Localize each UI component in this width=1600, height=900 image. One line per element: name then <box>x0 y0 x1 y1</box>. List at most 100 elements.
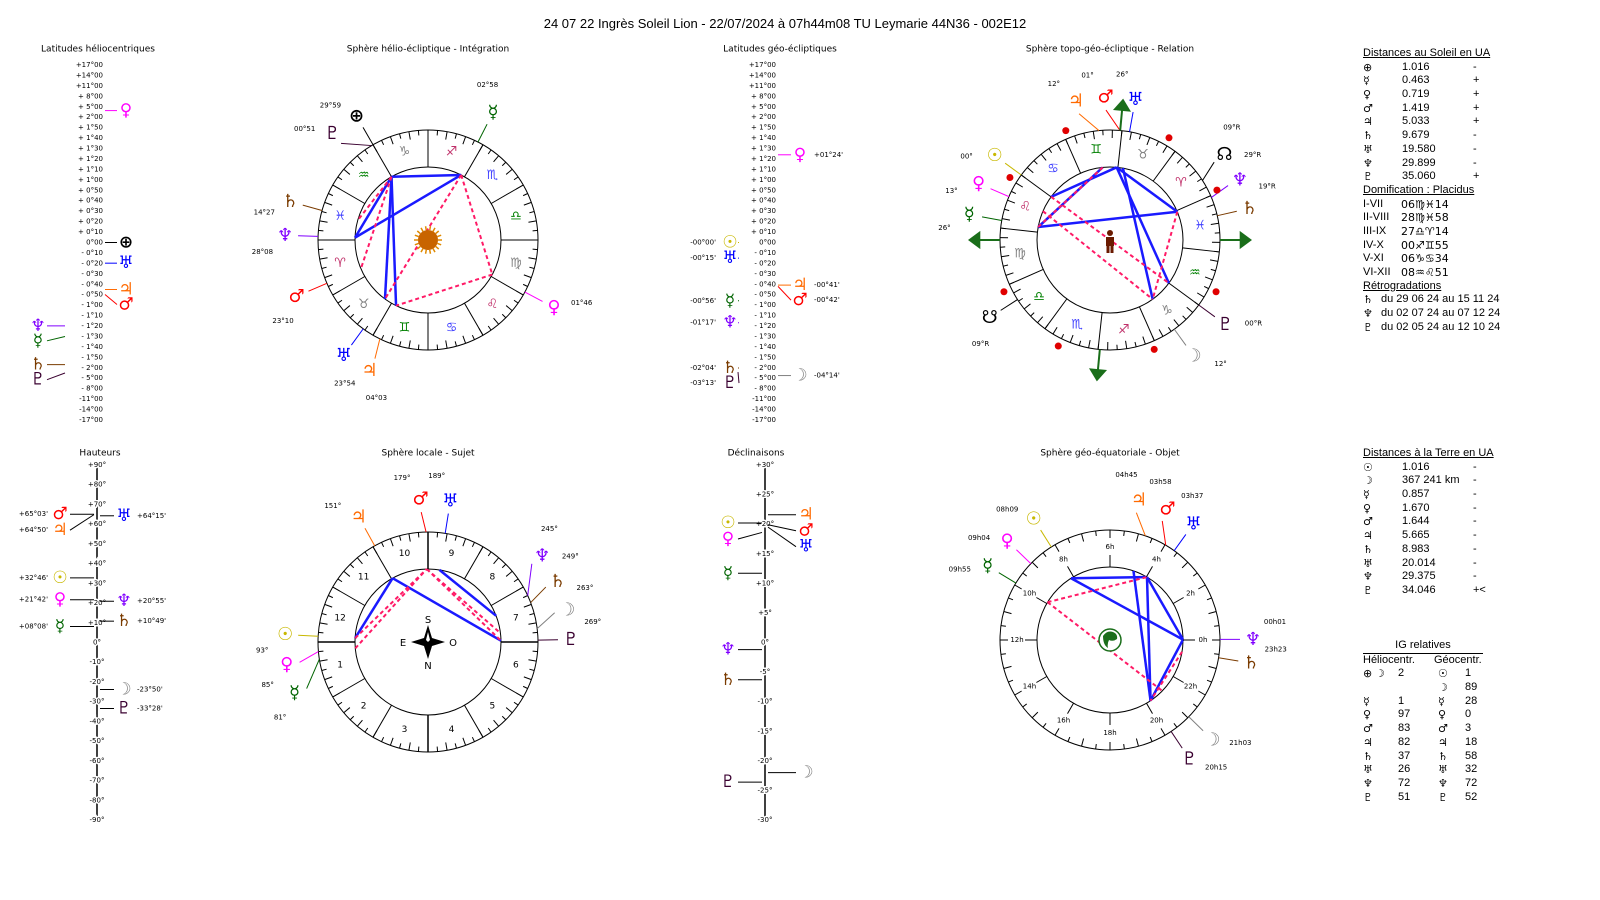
connector-line <box>1004 162 1022 176</box>
zodiac-sign-icon: ♍ <box>510 256 522 271</box>
trend-sign: - <box>1473 460 1477 473</box>
connector-line <box>1214 625 1220 627</box>
planet-value-label: -00°56' <box>690 297 716 305</box>
scale-tick-label: - 1°30 <box>754 332 776 340</box>
connector-line <box>372 704 392 738</box>
distance-row: ♄ 9.679 - <box>1363 129 1523 143</box>
connector-line <box>1197 178 1202 183</box>
connector-line <box>454 535 457 541</box>
jupiter-glyph-icon: ♃ <box>118 279 133 299</box>
connector-line <box>408 533 411 542</box>
connector-line <box>321 211 327 214</box>
planet-position-label: 93° <box>256 647 268 655</box>
planet-value-label: -00°15' <box>690 254 716 262</box>
connector-line <box>462 136 467 145</box>
scale-tick-label: 0° <box>93 639 101 647</box>
scale-tick-label: - 0°20 <box>81 259 103 267</box>
helio-ig-value: 2 <box>1398 667 1405 680</box>
scale-tick-label: + 1°00 <box>751 176 776 184</box>
scale-tick-label: + 2°00 <box>751 113 776 121</box>
connector-line <box>1209 259 1218 262</box>
zodiac-sign-icon: ♊ <box>1090 143 1102 158</box>
trend-sign: - <box>1473 529 1477 542</box>
saturn-glyph-icon: ♄ <box>282 191 298 212</box>
pluto-glyph-icon: ♇ <box>1217 314 1233 335</box>
hour-label: 20h <box>1150 717 1163 725</box>
connector-line <box>432 227 436 232</box>
trend-sign: - <box>1473 129 1477 142</box>
scale-tick-label: + 0°20 <box>78 218 103 226</box>
distance-value: 29.375 <box>1402 570 1436 583</box>
moon-glyph-icon: ☽ <box>798 763 813 783</box>
connector-line <box>389 136 394 145</box>
connector-line <box>328 595 334 599</box>
house-cusp-row: I-VII 06♍♓14 <box>1363 198 1523 212</box>
geo-ig-value: 58 <box>1465 749 1478 762</box>
planet-position-label: 151° <box>324 502 341 510</box>
jupiter-glyph-icon: ♃ <box>1363 115 1373 129</box>
mars-glyph-icon: ♂ <box>1098 87 1114 108</box>
connector-line <box>998 572 1017 584</box>
house-number-label: 10 <box>399 549 411 559</box>
connector-line <box>513 299 519 304</box>
planet-position-label: 09h55 <box>949 565 971 573</box>
connector-line <box>523 274 532 279</box>
house-number-label: 8 <box>489 573 495 583</box>
connector-line <box>1067 702 1074 714</box>
mars-glyph-icon: ♂ <box>792 290 807 310</box>
connector-line <box>343 570 351 577</box>
harmonious-aspect-line <box>353 176 393 239</box>
sun-glyph-icon: ☉ <box>1438 667 1448 681</box>
connector-line <box>1074 135 1078 144</box>
connector-line <box>737 531 763 540</box>
saturn-glyph-icon: ♄ <box>1241 198 1257 219</box>
connector-line <box>1210 222 1219 225</box>
mercury-glyph-icon: ☿ <box>289 683 300 704</box>
pluto-glyph-icon: ♇ <box>563 629 579 650</box>
connector-line <box>524 291 543 302</box>
distance-row: ♅ 20.014 - <box>1363 557 1523 571</box>
connector-line <box>1206 597 1212 601</box>
distance-row: ♆ 29.375 - <box>1363 570 1523 584</box>
hour-label: 14h <box>1023 683 1036 691</box>
venus-glyph-icon: ♀ <box>120 101 132 121</box>
connector-line <box>381 542 385 548</box>
mars-glyph-icon: ♂ <box>118 294 133 314</box>
connector-line <box>1005 272 1014 276</box>
connector-line <box>416 230 421 235</box>
pluto-glyph-icon: ♇ <box>1363 170 1373 184</box>
scale-tick-label: 0° <box>761 639 769 647</box>
harmonious-aspect-line <box>1115 166 1179 213</box>
connector-line <box>362 127 374 145</box>
scale-tick-label: - 5°00 <box>81 374 103 382</box>
planet-position-label: 20h15 <box>1205 764 1227 772</box>
connector-line <box>364 727 369 733</box>
house-pair: VI-XII <box>1363 266 1391 279</box>
mercury-glyph-icon: ☿ <box>1363 694 1370 708</box>
house-marker-dot <box>1054 342 1062 350</box>
scale-tick-label: - 1°10 <box>754 312 776 320</box>
connector-line <box>487 727 492 733</box>
saturn-glyph-icon: ♄ <box>1363 542 1373 556</box>
connector-line <box>364 149 369 155</box>
distance-row: ☽ 367 241 km - <box>1363 474 1523 488</box>
zodiac-sign-icon: ♋ <box>446 320 458 335</box>
scale-tick-label: - 1°40 <box>81 343 103 351</box>
uranus-glyph-icon: ♅ <box>722 248 737 268</box>
connector-line <box>1172 597 1184 604</box>
connector-line <box>420 512 427 533</box>
scale-tick-label: -60° <box>90 757 105 765</box>
scale-tick-label: +30° <box>756 461 774 469</box>
scale-tick-label: -25° <box>758 786 773 794</box>
scale-tick-label: -10° <box>90 658 105 666</box>
connector-line <box>1002 218 1011 221</box>
scale-tick-label: +10° <box>88 619 106 627</box>
connector-line <box>454 743 457 749</box>
connector-line <box>1152 150 1176 182</box>
planet-position-label: 23°10 <box>272 317 293 325</box>
distance-value: 34.046 <box>1402 583 1436 596</box>
connector-line <box>364 528 376 547</box>
connector-line <box>351 328 364 346</box>
planet-position-label: 23h23 <box>1265 646 1287 654</box>
scale-tick-label: - 0°30 <box>754 270 776 278</box>
